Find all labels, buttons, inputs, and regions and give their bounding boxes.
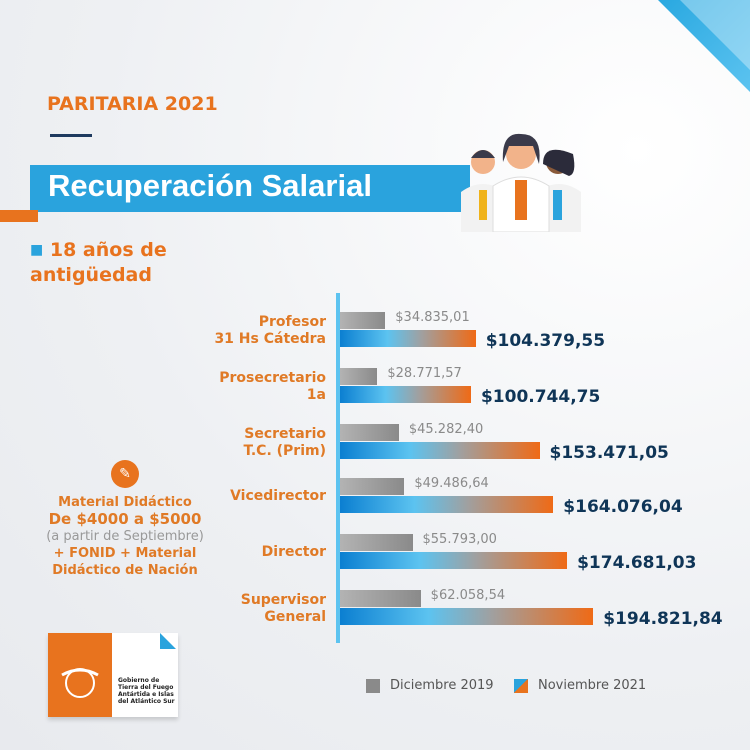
material-didactico-note: ✎ Material Didáctico De $4000 a $5000 (a…	[30, 460, 220, 579]
category-label: Profesor 31 Hs Cátedra	[214, 314, 326, 347]
logo-text: Gobierno de Tierra del Fuego Antártida e I…	[118, 677, 175, 705]
note-line4: + FONID + Material	[53, 546, 197, 561]
legend-item-2021: Noviembre 2021	[514, 678, 646, 693]
bar-diciembre-2019	[340, 424, 399, 441]
note-line2: De $4000 a $5000	[48, 510, 202, 528]
page-title: Recuperación Salarial	[48, 168, 372, 203]
logo-corner-decoration	[160, 633, 176, 649]
bar-noviembre-2021	[340, 552, 568, 569]
value-label: $62.058,54	[430, 588, 506, 603]
value-label: $153.471,05	[549, 443, 669, 463]
note-line1: Material Didáctico	[58, 495, 192, 510]
legend-swatch-gradient	[514, 678, 528, 693]
bar-diciembre-2019	[340, 590, 421, 607]
title-band-accent	[0, 210, 38, 222]
seniority-note: ■ 18 años de antigüedad	[30, 238, 167, 288]
category-label: Director	[261, 544, 326, 560]
legend-label: Noviembre 2021	[538, 678, 647, 693]
value-label: $49.486,64	[414, 476, 489, 491]
bar-noviembre-2021	[340, 608, 594, 625]
bar-diciembre-2019	[340, 312, 386, 329]
bar-diciembre-2019	[340, 368, 378, 385]
value-label: $164.076,04	[563, 497, 683, 517]
kicker-underline	[50, 134, 92, 137]
bar-noviembre-2021	[340, 386, 471, 403]
note-line5: Didáctico de Nación	[52, 563, 198, 578]
value-label: $28.771,57	[387, 366, 462, 381]
coat-of-arms-icon	[48, 633, 112, 717]
value-label: $34.835,01	[395, 310, 470, 325]
bar-noviembre-2021	[340, 330, 476, 347]
category-label: Prosecretario 1a	[219, 370, 326, 403]
value-label: $104.379,55	[485, 331, 606, 351]
chart-axis	[336, 293, 340, 643]
kicker: PARITARIA 2021	[47, 93, 218, 115]
legend-item-2019: Diciembre 2019	[366, 678, 494, 693]
category-label: Vicedirector	[230, 488, 326, 504]
category-label: Supervisor General	[240, 592, 326, 625]
bar-noviembre-2021	[340, 442, 540, 459]
category-label: Secretario T.C. (Prim)	[243, 426, 326, 459]
teachers-illustration-icon	[461, 133, 581, 232]
seniority-line2: antigüedad	[30, 264, 152, 286]
note-line3: (a partir de Septiembre)	[46, 529, 204, 544]
title-band	[30, 165, 470, 212]
seniority-line1: 18 años de	[49, 239, 167, 261]
government-logo: Gobierno de Tierra del Fuego Antártida e I…	[48, 633, 178, 717]
pencil-paper-icon: ✎	[111, 460, 139, 488]
legend-swatch-gray	[366, 678, 380, 693]
value-label: $45.282,40	[408, 422, 484, 437]
bar-diciembre-2019	[340, 534, 413, 551]
legend-label: Diciembre 2019	[390, 678, 494, 693]
value-label: $100.744,75	[480, 387, 601, 407]
bar-diciembre-2019	[340, 478, 405, 495]
value-label: $194.821,84	[603, 609, 723, 629]
value-label: $55.793,00	[422, 532, 497, 547]
bullet-icon: ■	[30, 242, 44, 258]
bar-noviembre-2021	[340, 496, 554, 513]
value-label: $174.681,03	[577, 553, 697, 573]
